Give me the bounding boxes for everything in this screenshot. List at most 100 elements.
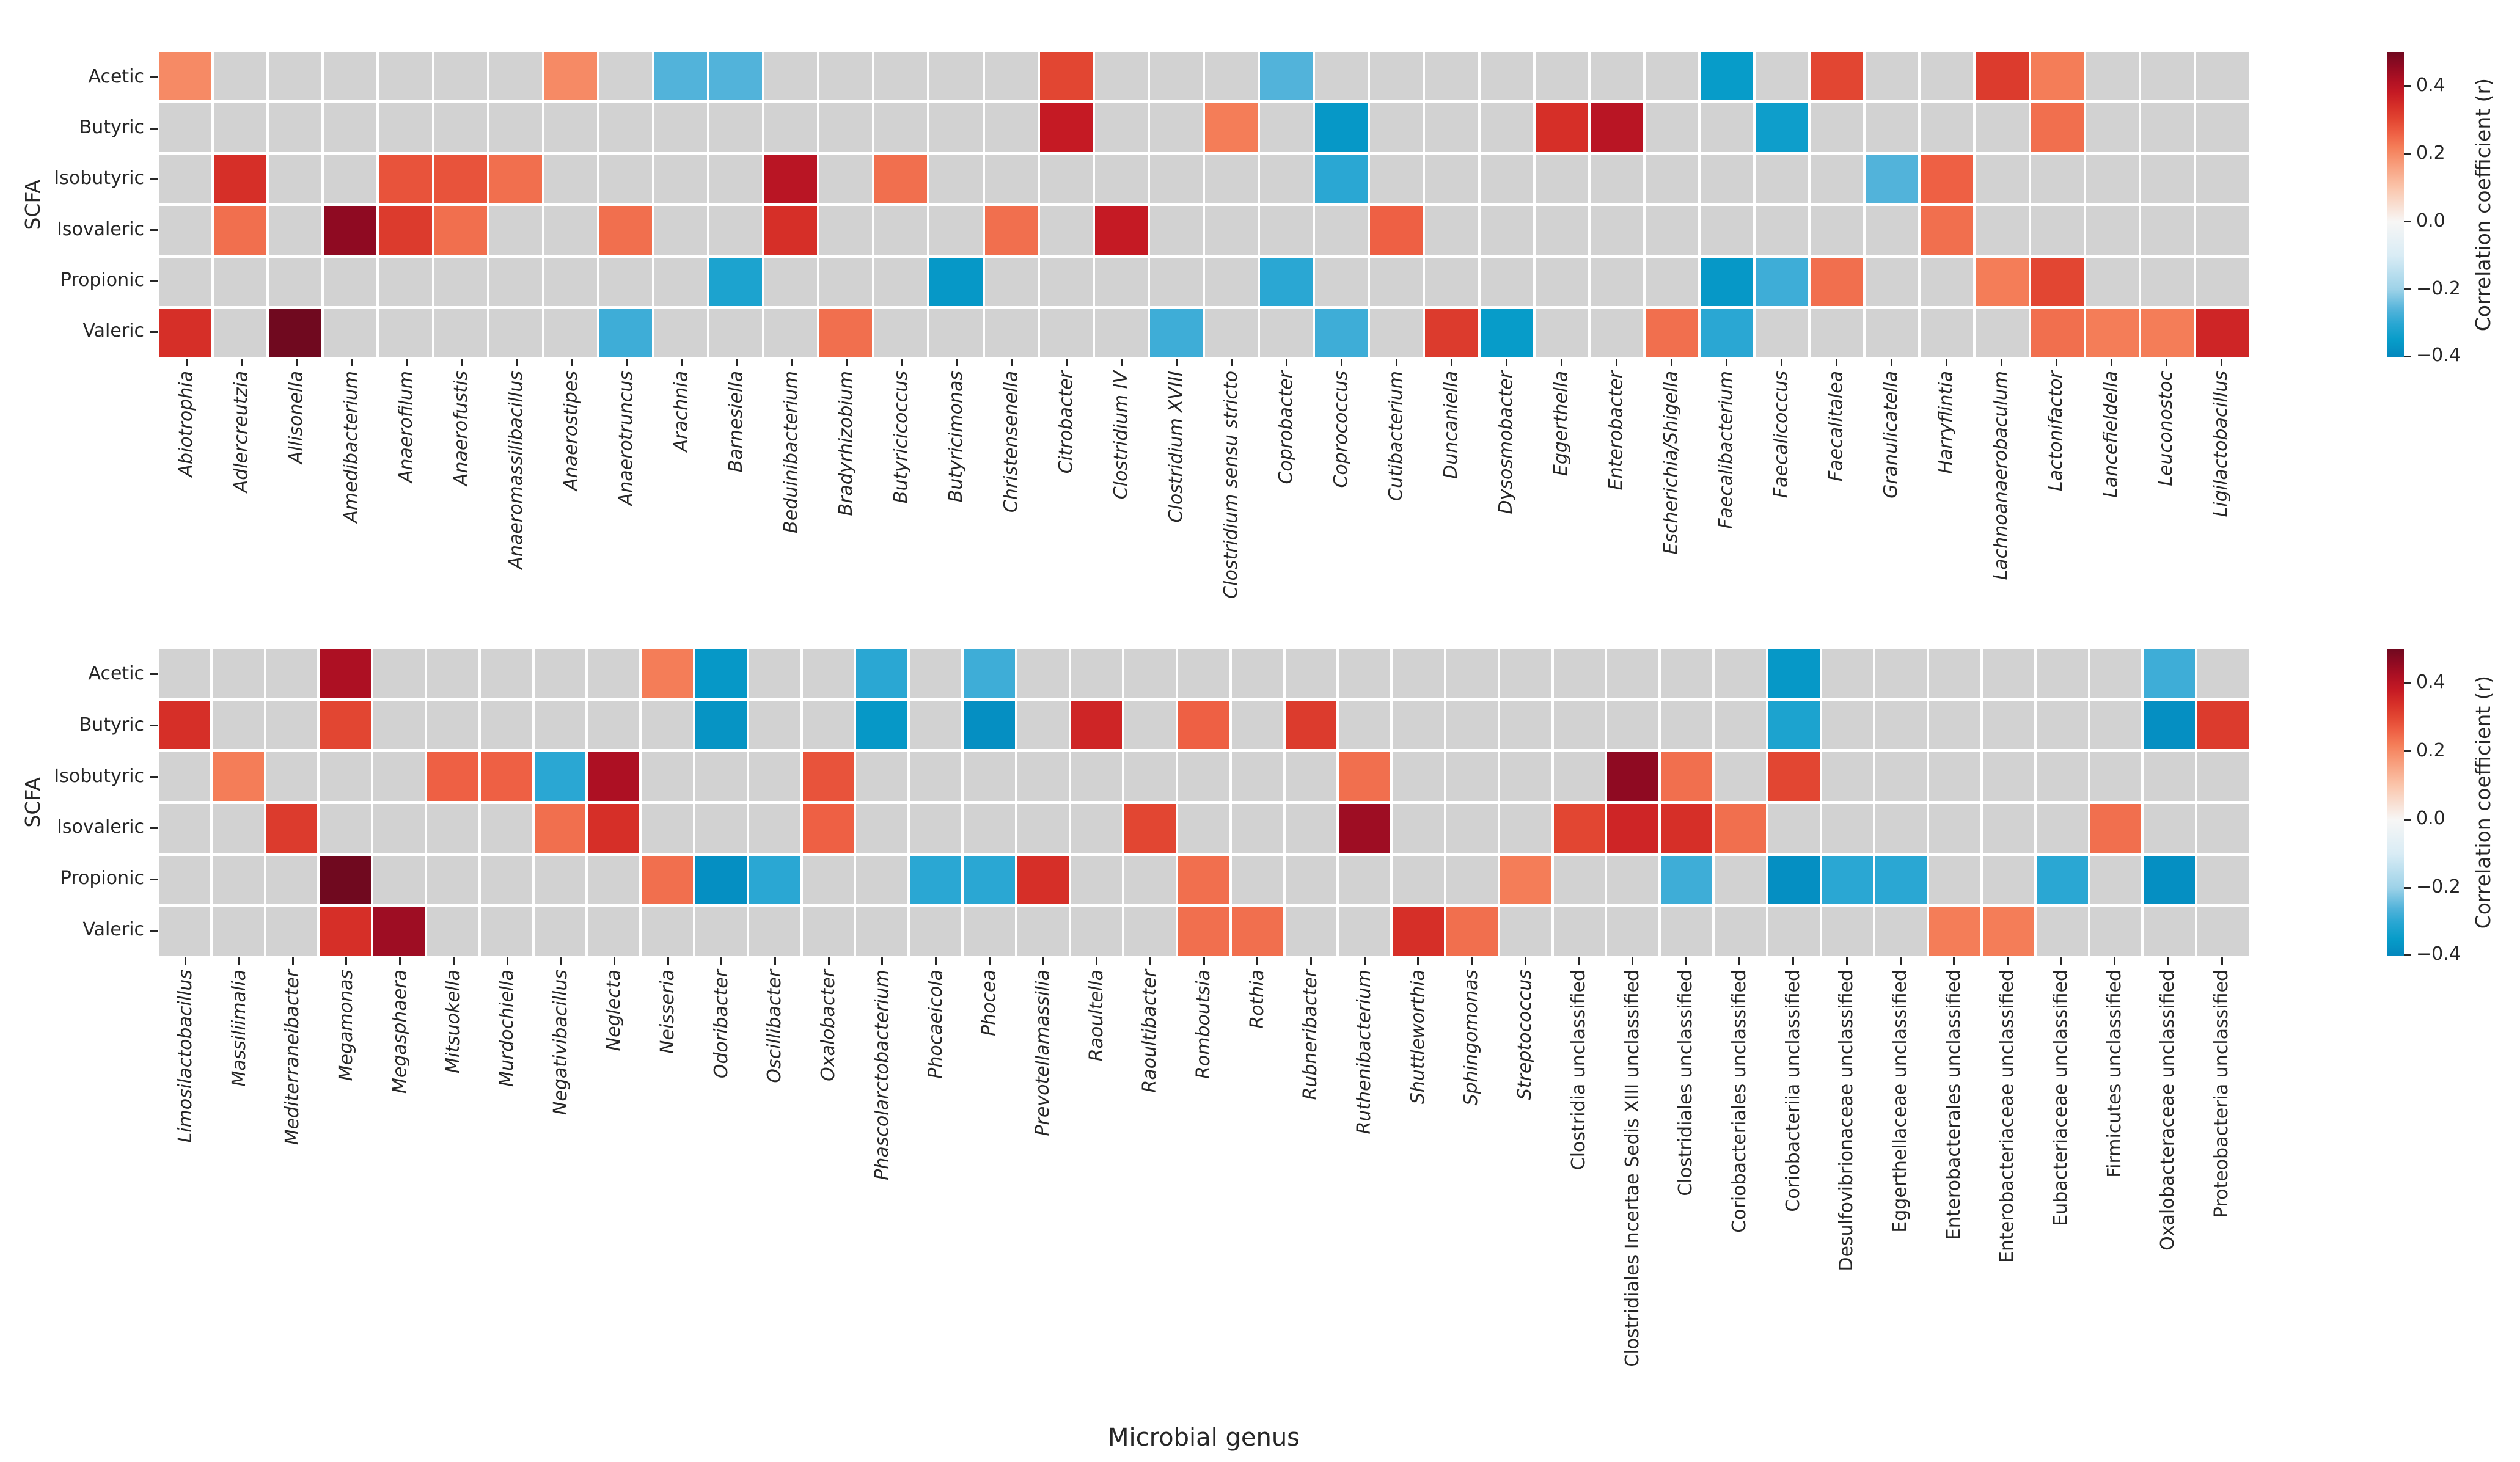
x-tick [988, 957, 991, 965]
heatmap-cell [1393, 803, 1445, 853]
x-tick [735, 359, 738, 366]
heatmap-cell [1039, 257, 1093, 306]
x-tick-label: Coriobacteriales unclassified [1728, 970, 1750, 1233]
x-tick [2000, 359, 2002, 366]
heatmap-cell [1875, 803, 1927, 853]
heatmap-cell [1921, 309, 1974, 357]
colorbar-tick [2404, 750, 2411, 753]
heatmap-cell [1178, 649, 1229, 698]
heatmap-cell [266, 649, 318, 698]
heatmap-cell [1071, 855, 1123, 905]
heatmap-cell [544, 103, 597, 152]
heatmap-cell [480, 855, 532, 905]
heatmap-cell [214, 257, 267, 306]
heatmap-cell [1071, 752, 1123, 801]
heatmap-cell [1149, 103, 1203, 152]
heatmap-cell [1039, 309, 1093, 357]
heatmap-cell [1315, 103, 1368, 152]
heatmap-cell [2197, 649, 2249, 698]
x-tick [1010, 359, 1013, 366]
heatmap-cell [1500, 855, 1551, 905]
x-tick [1890, 359, 1892, 366]
y-tick-label: Propionic [60, 868, 144, 890]
heatmap-cell [1921, 103, 1974, 152]
heatmap-cell [1017, 803, 1069, 853]
heatmap-cell [695, 907, 747, 956]
scfa-axis-label: SCFA [21, 179, 45, 230]
heatmap-cell [534, 700, 586, 750]
heatmap-cell [963, 752, 1015, 801]
x-tick [1945, 359, 1947, 366]
heatmap-cell [2036, 803, 2088, 853]
heatmap-cell [1715, 855, 1766, 905]
colorbar-title: Correlation coefficient (r) [2471, 78, 2495, 332]
heatmap-cell [1700, 206, 1754, 255]
heatmap-cell [1553, 803, 1605, 853]
y-tick-label: Acetic [88, 65, 144, 87]
heatmap-cell [534, 907, 586, 956]
x-tick [1340, 359, 1342, 366]
heatmap-cell [1866, 155, 1919, 203]
heatmap-cell [159, 649, 210, 698]
heatmap-cell [379, 155, 432, 203]
x-tick-label: Odoribacter [710, 970, 732, 1079]
heatmap-cell [159, 752, 210, 801]
x-tick [2221, 957, 2223, 965]
heatmap-cell [159, 309, 212, 357]
x-tick-label: Coprococcus [1330, 371, 1352, 488]
heatmap-cell [1178, 752, 1229, 801]
heatmap-cell [2086, 206, 2139, 255]
x-tick-label: Anaerofilum [395, 371, 417, 483]
heatmap-cell [1929, 700, 1981, 750]
heatmap-cell [2031, 257, 2084, 306]
heatmap-cell [1553, 855, 1605, 905]
heatmap-cell [1149, 155, 1203, 203]
heatmap-cell [749, 649, 800, 698]
heatmap-cell [1976, 103, 2029, 152]
y-tick-label: Isovaleric [57, 218, 144, 240]
x-tick [827, 957, 830, 965]
heatmap-cell [1822, 700, 1874, 750]
heatmap-cell [1535, 52, 1588, 101]
heatmap-cell [856, 649, 908, 698]
heatmap-cell [266, 752, 318, 801]
heatmap-cell [159, 855, 210, 905]
x-tick-label: Eggerthellaceae unclassified [1889, 970, 1911, 1233]
heatmap-cell [588, 700, 640, 750]
heatmap-cell [856, 907, 908, 956]
heatmap-cell [749, 907, 800, 956]
x-tick-label: Coriobacteriia unclassified [1782, 970, 1804, 1212]
heatmap-cell [1204, 309, 1258, 357]
heatmap-cell [379, 52, 432, 101]
heatmap-cell [2196, 309, 2249, 357]
heatmap-cell [819, 257, 873, 306]
x-tick-label: Negativibacillus [549, 970, 571, 1116]
heatmap-cell [2141, 155, 2194, 203]
heatmap-cell [534, 752, 586, 801]
heatmap-cell [984, 309, 1038, 357]
heatmap-cell [434, 206, 487, 255]
heatmap-cell [1661, 649, 1713, 698]
heatmap-cell [2086, 52, 2139, 101]
x-tick-label: Phascolarctobacterium [871, 970, 893, 1180]
x-tick-label: Enterobacter [1605, 371, 1627, 491]
heatmap-cell [1700, 155, 1754, 203]
x-tick [1042, 957, 1044, 965]
heatmap-cell [1178, 700, 1229, 750]
heatmap-cell [802, 752, 854, 801]
heatmap-cell [269, 103, 322, 152]
heatmap-cell [1590, 257, 1643, 306]
x-tick [1578, 957, 1580, 965]
heatmap-cell [1178, 803, 1229, 853]
heatmap-cell [1124, 752, 1176, 801]
heatmap-cell [963, 700, 1015, 750]
heatmap-cell [1339, 700, 1391, 750]
heatmap-cell [642, 752, 693, 801]
x-tick-label: Abiotrophia [175, 371, 197, 477]
heatmap-cell [379, 206, 432, 255]
heatmap-cell [1645, 103, 1698, 152]
heatmap-cell [373, 752, 425, 801]
heatmap-cell [1339, 649, 1391, 698]
x-tick-label: Mediterraneibacter [282, 970, 304, 1146]
heatmap-cell [588, 752, 640, 801]
